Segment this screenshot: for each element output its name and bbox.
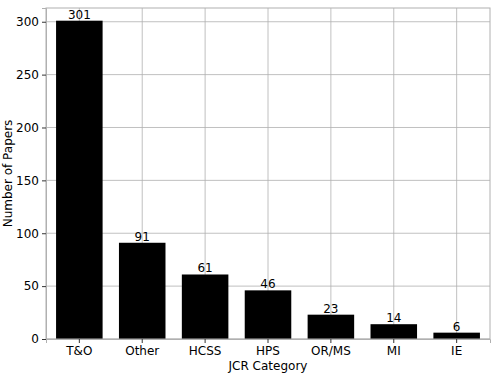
bar [371, 324, 418, 339]
y-tick-mark [42, 286, 46, 287]
x-tick-label: Other [125, 344, 159, 358]
y-axis: 0 50 100 150 200 250 300 [16, 9, 46, 347]
y-axis-line [42, 9, 47, 340]
bar [308, 315, 355, 339]
x-tick-mark [142, 339, 143, 343]
x-axis-line [47, 340, 491, 344]
grid [46, 8, 490, 339]
y-tick: 150 [16, 174, 46, 188]
data-label: 91 [135, 230, 150, 244]
data-label: 301 [68, 8, 91, 22]
grid-line [456, 8, 457, 339]
x-axis: T&O Other HCSS HPS OR/MS MI IE [47, 339, 491, 358]
x-tick-label: MI [387, 344, 401, 358]
bar [119, 243, 166, 339]
y-tick-mark [42, 22, 46, 23]
y-tick: 0 [31, 332, 46, 346]
x-tick-mark [330, 339, 331, 343]
x-tick: Other [125, 339, 159, 358]
data-label: 6 [453, 320, 461, 334]
y-tick-mark [42, 127, 46, 128]
y-tick-mark [42, 339, 46, 340]
plot-frame [46, 8, 490, 339]
y-tick-mark [42, 180, 46, 181]
data-label: 46 [260, 277, 275, 291]
x-tick-label: T&O [65, 344, 92, 358]
x-tick-mark [268, 339, 269, 343]
x-tick-label: OR/MS [311, 344, 351, 358]
x-tick: T&O [65, 339, 92, 358]
bar [245, 290, 292, 339]
bar [182, 274, 229, 339]
x-tick-label: HPS [256, 344, 280, 358]
y-tick-label: 0 [31, 332, 39, 346]
y-tick: 200 [16, 121, 46, 135]
bars [56, 21, 480, 339]
data-label: 14 [386, 311, 401, 325]
x-tick-mark [456, 339, 457, 343]
x-tick: IE [451, 339, 462, 358]
y-tick: 300 [16, 15, 46, 29]
y-tick-label: 150 [16, 174, 39, 188]
x-tick-label: IE [451, 344, 462, 358]
plot: 301 91 61 46 23 14 6 0 50 100 150 200 250 300 T&O Other… [16, 8, 490, 358]
y-tick-label: 100 [16, 227, 39, 241]
x-tick-mark [393, 339, 394, 343]
y-tick-label: 50 [24, 279, 39, 293]
x-tick: HCSS [189, 339, 222, 358]
x-tick: OR/MS [311, 339, 351, 358]
x-tick-mark [205, 339, 206, 343]
y-tick-mark [42, 75, 46, 76]
x-axis-title: JCR Category [228, 359, 308, 373]
grid-line [393, 8, 394, 339]
y-tick: 250 [16, 68, 46, 82]
data-labels: 301 91 61 46 23 14 6 [68, 8, 461, 334]
x-tick: MI [387, 339, 401, 358]
x-tick-mark [79, 339, 80, 343]
grid-line [330, 8, 331, 339]
data-label: 61 [197, 261, 212, 275]
data-label: 23 [323, 302, 338, 316]
y-axis-title: Number of Papers [1, 120, 15, 228]
chart: 301 91 61 46 23 14 6 0 50 100 150 200 250 300 T&O Other… [0, 0, 500, 375]
y-tick-mark [42, 233, 46, 234]
x-tick: HPS [256, 339, 280, 358]
y-tick-label: 250 [16, 68, 39, 82]
x-tick-label: HCSS [189, 344, 222, 358]
y-tick: 100 [16, 227, 46, 241]
y-tick-label: 200 [16, 121, 39, 135]
y-tick-label: 300 [16, 15, 39, 29]
y-tick: 50 [24, 279, 46, 293]
bar [56, 21, 103, 339]
